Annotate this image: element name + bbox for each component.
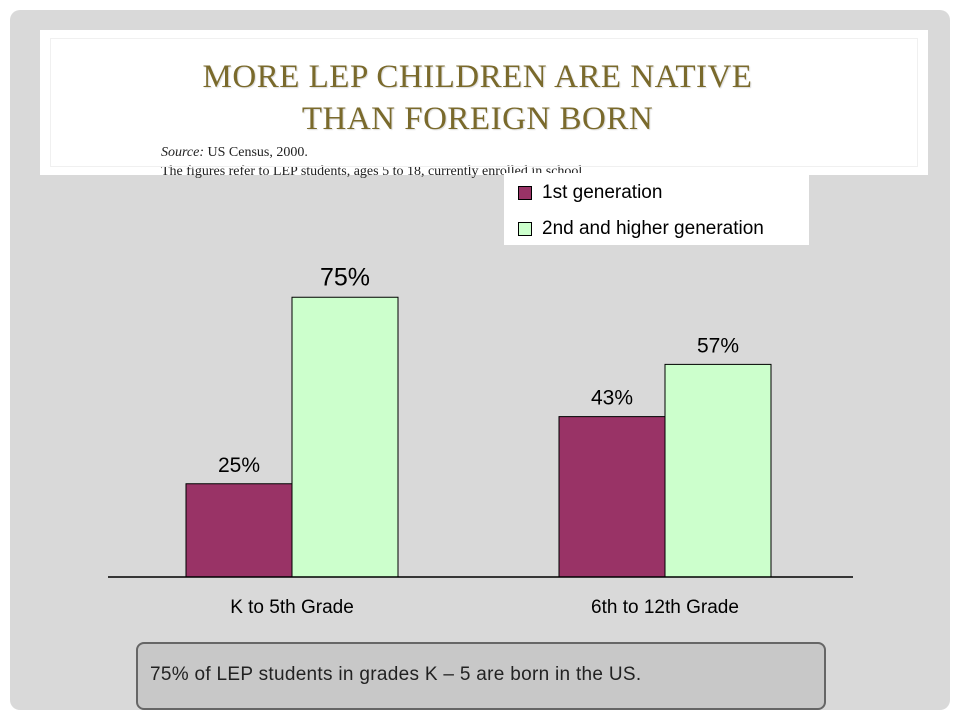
callout-box: 75% of LEP students in grades K – 5 are … <box>136 642 826 710</box>
legend-label-second-gen: 2nd and higher generation <box>542 218 764 239</box>
category-label-1: 6th to 12th Grade <box>591 597 739 618</box>
bar-first-gen-1 <box>558 416 666 578</box>
slide: MORE LEP CHILDREN ARE NATIVE THAN FOREIG… <box>10 10 950 710</box>
bar-second-gen-1 <box>664 363 772 578</box>
bar-second-gen-0 <box>291 296 399 578</box>
callout-text: 75% of LEP students in grades K – 5 are … <box>150 664 642 685</box>
chart-legend: 1st generation 2nd and higher generation <box>504 173 809 245</box>
bar-first-gen-0 <box>185 483 293 578</box>
data-label-second-gen-1: 57% <box>697 334 739 357</box>
data-label-second-gen-0: 75% <box>320 263 370 291</box>
bar-chart: 25% 75% K to 5th Grade 43% 57% 6th to 12th Gr… <box>108 263 853 618</box>
data-label-first-gen-0: 25% <box>218 454 260 477</box>
legend-label-first-gen: 1st generation <box>542 182 663 203</box>
legend-item-second-gen: 2nd and higher generation <box>518 218 764 240</box>
population-note: The figures refer to LEP students, ages … <box>161 164 586 179</box>
legend-swatch-second-gen <box>518 222 532 236</box>
category-label-0: K to 5th Grade <box>230 597 354 618</box>
data-label-first-gen-1: 43% <box>591 387 633 410</box>
legend-item-first-gen: 1st generation <box>518 182 662 204</box>
legend-swatch-first-gen <box>518 186 532 200</box>
header-box: MORE LEP CHILDREN ARE NATIVE THAN FOREIG… <box>40 30 928 179</box>
